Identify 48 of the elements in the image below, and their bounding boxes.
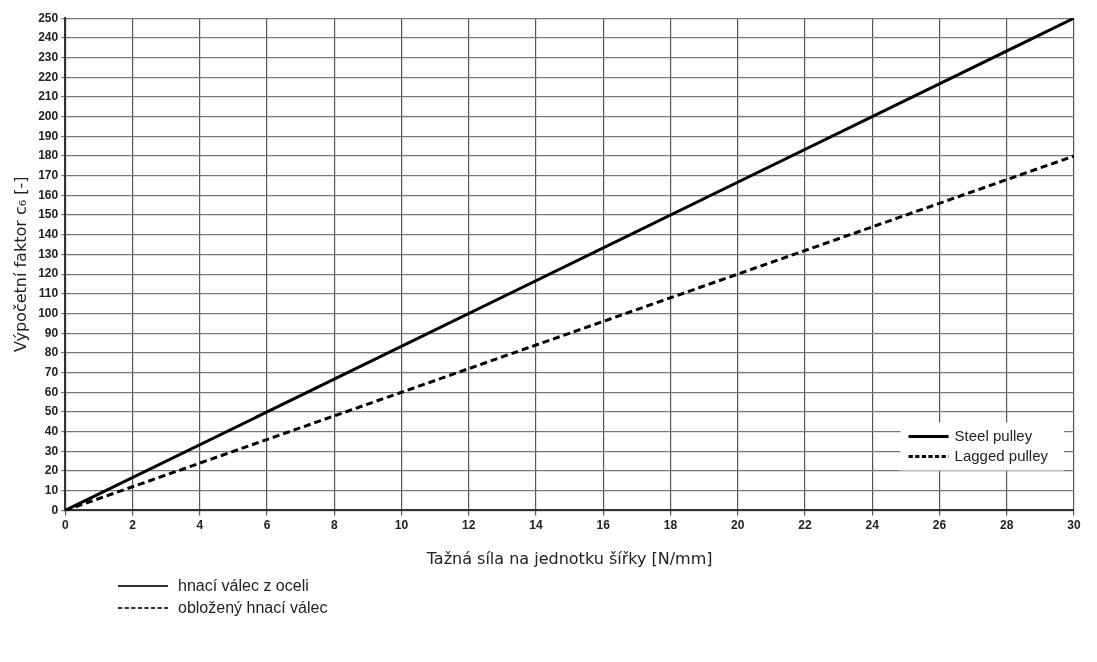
- text: hnací válec z oceli: [178, 577, 309, 595]
- x-tick-label: 30: [1067, 517, 1081, 532]
- y-tick-label: 220: [38, 69, 59, 84]
- y-tick-label: 110: [38, 286, 59, 301]
- x-tick-label: 8: [330, 517, 338, 532]
- y-tick-label: 20: [44, 463, 59, 478]
- y-tick-label: 150: [38, 207, 59, 222]
- x-tick-label: 6: [263, 517, 271, 532]
- y-tick-label: 200: [38, 108, 59, 123]
- y-tick-label: 100: [38, 305, 59, 320]
- y-tick-label: 230: [38, 49, 59, 64]
- y-tick-label: 90: [44, 325, 59, 340]
- x-tick-label: 28: [1000, 517, 1014, 532]
- y-tick-label: 210: [38, 89, 59, 104]
- legend-label: Lagged pulley: [954, 446, 1049, 464]
- y-axis-title: Výpočetní faktor c₆ [-]: [10, 176, 30, 353]
- y-tick-label: 250: [38, 10, 59, 25]
- y-tick-label: 80: [44, 345, 59, 360]
- y-tick-label: 30: [44, 443, 59, 458]
- y-tick-label: 50: [44, 404, 59, 419]
- y-tick-label: 70: [44, 364, 59, 379]
- x-axis-title: Tažná síla na jednotku šířky [N/mm]: [425, 548, 713, 568]
- y-tick-label: 140: [38, 227, 59, 242]
- x-tick-label: 18: [663, 517, 678, 532]
- x-tick-label: 24: [865, 517, 880, 532]
- legend-label: Steel pulley: [954, 426, 1033, 444]
- x-tick-label: 2: [129, 517, 137, 532]
- y-tick-label: 180: [38, 148, 59, 163]
- x-tick-label: 12: [462, 517, 476, 532]
- x-tick-label: 14: [529, 517, 543, 532]
- y-tick-label: 120: [38, 266, 59, 281]
- y-tick-label: 60: [44, 384, 59, 399]
- x-tick-label: 22: [798, 517, 812, 532]
- x-tick-label: 26: [932, 517, 947, 532]
- y-tick-label: 240: [38, 30, 59, 45]
- y-tick-label: 130: [38, 246, 59, 261]
- y-tick-label: 170: [38, 168, 59, 183]
- x-tick-label: 20: [731, 517, 745, 532]
- y-tick-label: 190: [38, 128, 59, 143]
- y-tick-label: 10: [44, 483, 59, 498]
- x-tick-label: 16: [596, 517, 611, 532]
- y-tick-label: 40: [44, 423, 59, 438]
- y-tick-label: 0: [51, 502, 59, 517]
- x-tick-label: 10: [394, 517, 409, 532]
- text: obložený hnací válec: [178, 599, 328, 617]
- y-tick-label: 160: [38, 187, 59, 202]
- x-tick-label: 0: [61, 517, 69, 532]
- x-tick-label: 4: [196, 517, 204, 532]
